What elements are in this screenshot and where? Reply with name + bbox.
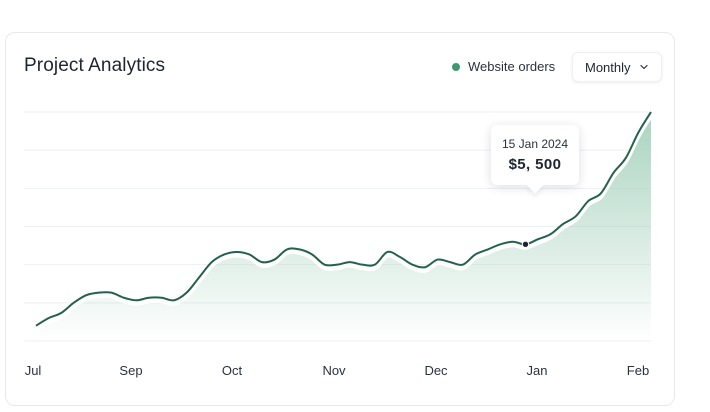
x-axis-label: Jan — [527, 363, 548, 378]
tooltip-value: $5, 500 — [508, 156, 562, 173]
chevron-down-icon — [639, 64, 648, 70]
chart-legend: Website orders — [452, 59, 555, 74]
x-axis-label: Dec — [424, 363, 448, 378]
period-dropdown[interactable]: Monthly — [572, 52, 662, 82]
card-title: Project Analytics — [24, 55, 166, 76]
series-area-fill — [36, 112, 651, 341]
period-dropdown-value: Monthly — [585, 59, 631, 75]
x-axis-label: Sep — [119, 363, 142, 378]
tooltip-date: 15 Jan 2024 — [501, 137, 569, 151]
legend-label: Website orders — [468, 59, 556, 74]
series-line — [35, 111, 652, 327]
x-axis-label: Nov — [322, 363, 346, 378]
highlight-point — [521, 240, 530, 249]
x-axis-label: Feb — [627, 363, 649, 378]
analytics-card: Project Analytics Website orders Monthly — [5, 32, 675, 406]
x-axis-label: Jul — [25, 363, 42, 378]
series-line-highlight — [34, 113, 654, 331]
legend-dot-icon — [452, 62, 460, 71]
x-axis-label: Oct — [222, 363, 243, 378]
chart-tooltip: 15 Jan 2024 $5, 500 — [491, 125, 579, 185]
